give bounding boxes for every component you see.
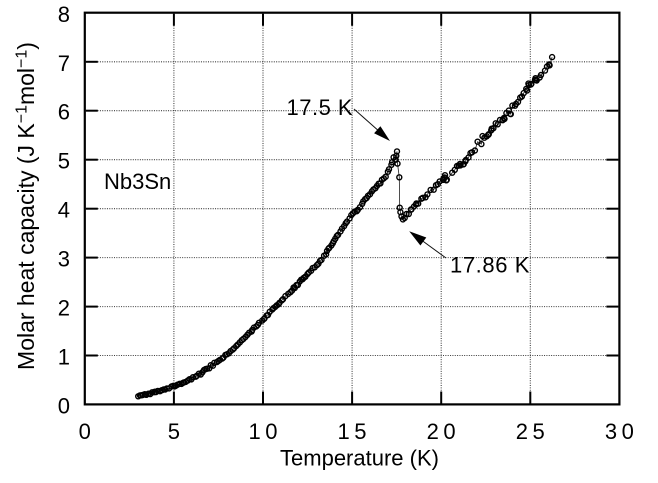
svg-text:Temperature (K): Temperature (K) [280, 446, 439, 471]
svg-text:0: 0 [79, 419, 91, 444]
svg-text:4: 4 [58, 198, 70, 223]
svg-text:3: 3 [58, 247, 70, 272]
svg-text:20: 20 [427, 419, 460, 444]
svg-text:5: 5 [168, 419, 180, 444]
svg-text:17.86 K: 17.86 K [450, 253, 530, 278]
svg-text:0: 0 [58, 394, 70, 419]
svg-text:5: 5 [58, 149, 70, 174]
svg-text:6: 6 [58, 100, 70, 125]
svg-text:15: 15 [338, 419, 371, 444]
svg-text:8: 8 [58, 2, 70, 27]
svg-text:25: 25 [516, 419, 549, 444]
svg-text:2: 2 [58, 296, 70, 321]
svg-text:Molar heat capacity (J K−1mol−: Molar heat capacity (J K−1mol−1) [13, 42, 39, 370]
svg-text:30: 30 [605, 419, 638, 444]
svg-text:1: 1 [58, 345, 70, 370]
svg-text:10: 10 [248, 419, 281, 444]
svg-text:7: 7 [58, 51, 70, 76]
svg-text:17.5 K: 17.5 K [287, 95, 354, 120]
svg-text:Nb3Sn: Nb3Sn [104, 169, 171, 194]
